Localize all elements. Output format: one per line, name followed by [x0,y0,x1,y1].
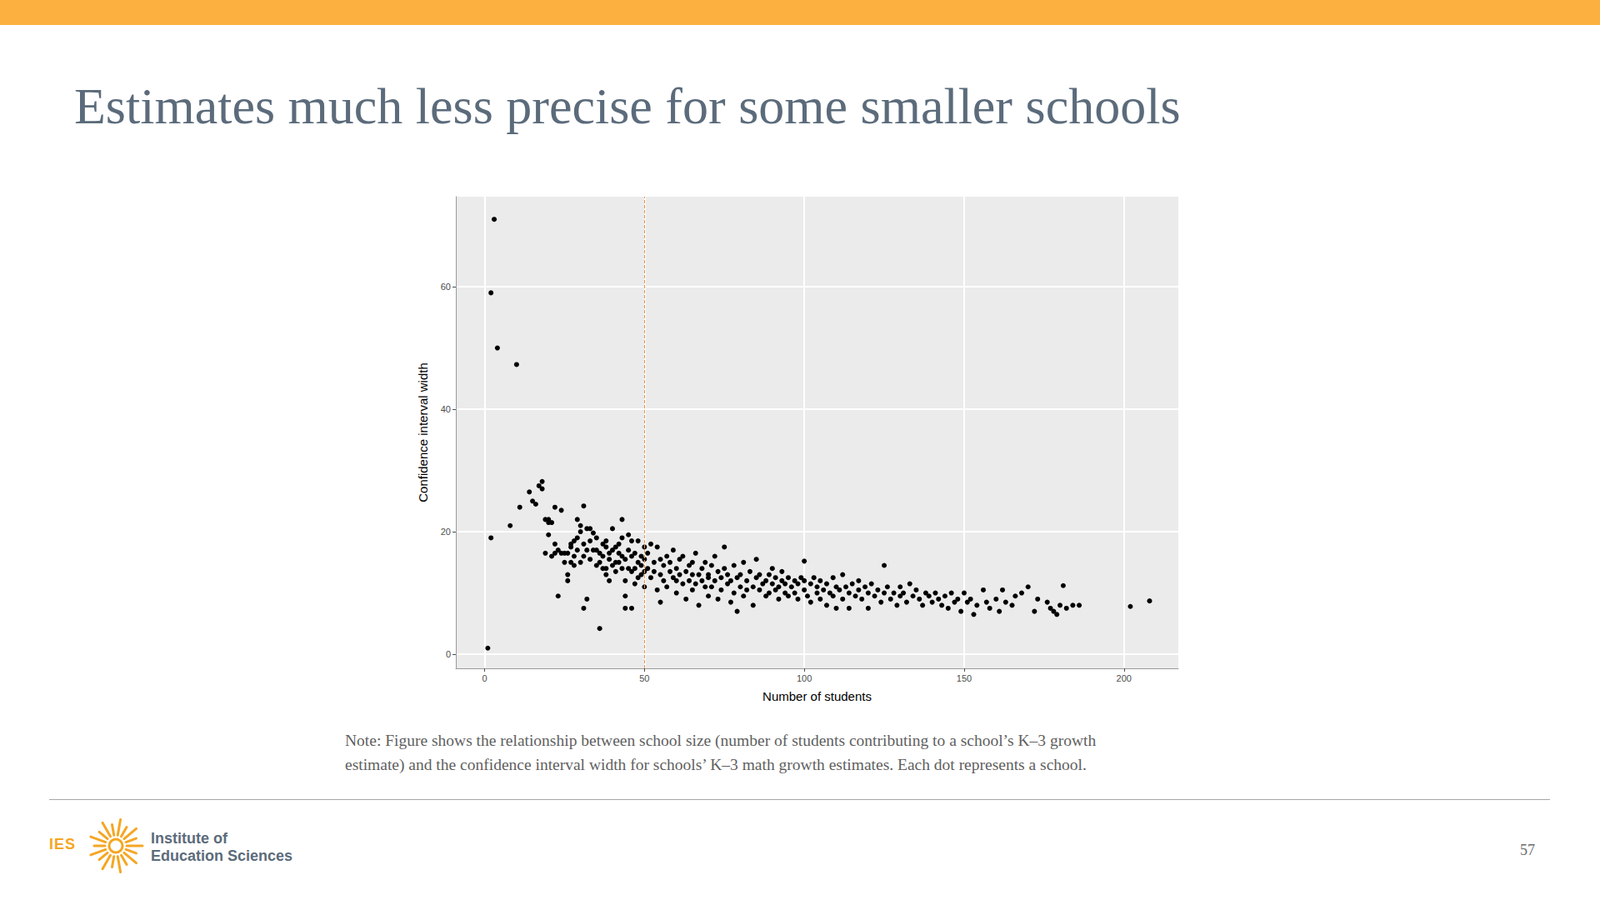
html-text:estimate) and the confidence i: estimate) and the confidence interval wi… [345,755,1087,774]
html-text:Estimates much less precise fo: Estimates much less precise for some sma… [74,77,1181,135]
html-text:IES: IES [49,835,76,853]
svg-text:0: 0 [481,673,487,684]
svg-text:100: 100 [796,673,812,684]
html-text:57: 57 [1520,841,1535,859]
html-text:Note: Figure shows the relatio: Note: Figure shows the relationship betw… [345,731,1096,750]
svg-text:50: 50 [639,673,650,684]
svg-text:0: 0 [445,649,451,660]
html-text:Institute of: Institute of [150,830,228,847]
svg-text:200: 200 [1116,673,1132,684]
svg-text:Number of students: Number of students [762,689,872,704]
svg-text:Confidence interval width: Confidence interval width [415,362,430,503]
svg-text:150: 150 [956,673,972,684]
html-text:Education Sciences: Education Sciences [150,847,293,865]
svg-text:20: 20 [440,526,451,537]
svg-text:40: 40 [440,404,451,415]
svg-text:60: 60 [440,281,451,292]
